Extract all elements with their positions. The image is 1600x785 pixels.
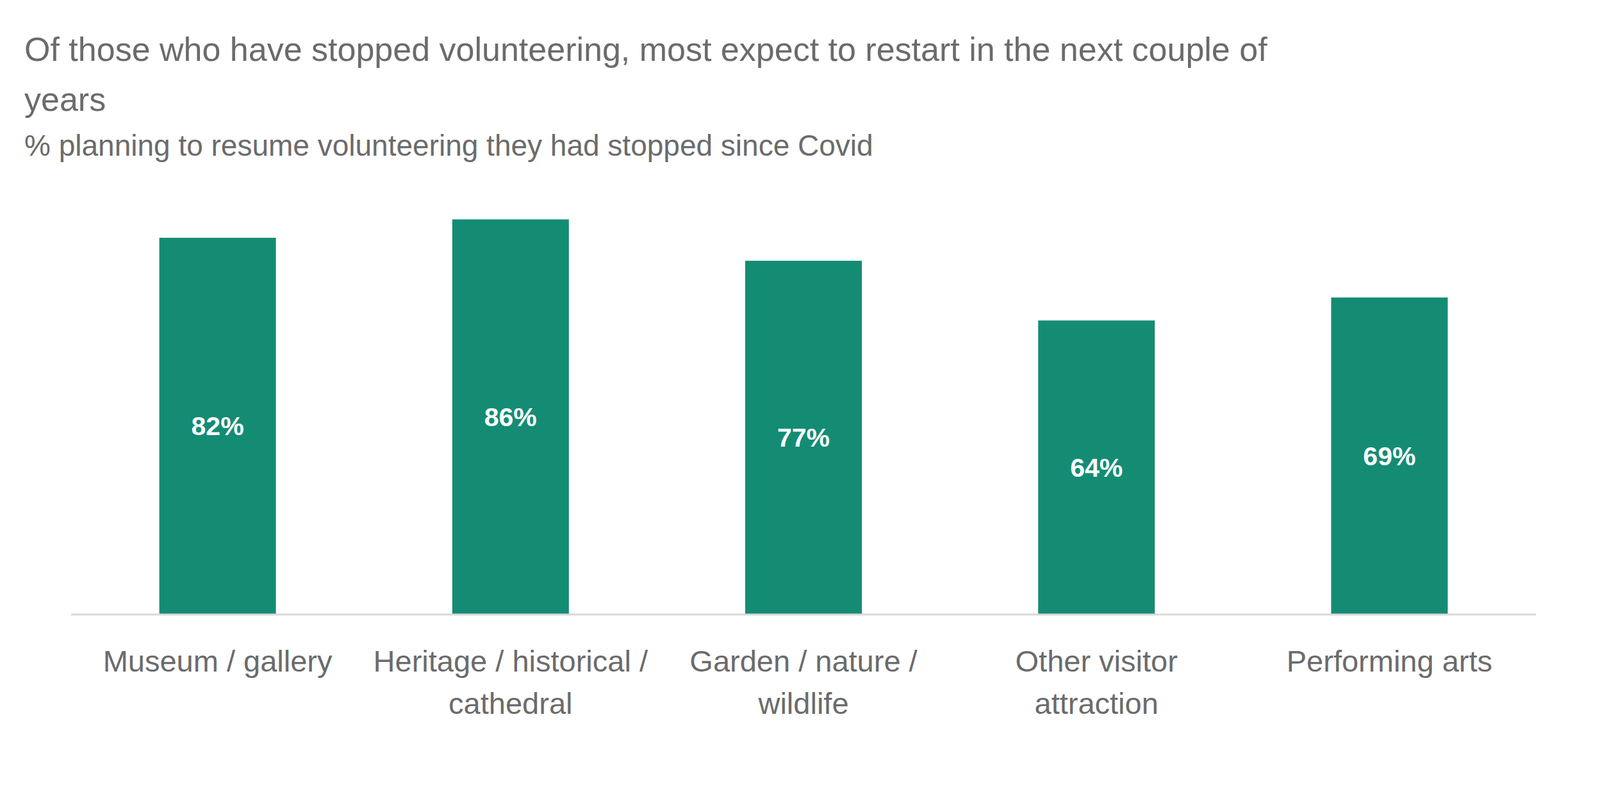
- bars: [159, 219, 1449, 615]
- bar: [745, 260, 862, 615]
- data-label: 86%: [484, 402, 537, 432]
- bar: [1330, 297, 1448, 615]
- category-label: Heritage / historical / cathedral: [366, 640, 655, 725]
- bar: [452, 219, 570, 615]
- title: Of those who have stopped volunteering, …: [24, 24, 1338, 125]
- data-label: 77%: [777, 422, 830, 453]
- data-label: 64%: [1070, 453, 1123, 483]
- data-label: 69%: [1362, 441, 1416, 471]
- bar: [1038, 320, 1155, 615]
- category-label: Museum / gallery: [73, 640, 363, 683]
- bar: [159, 237, 277, 615]
- category-label: Other visitor attraction: [952, 640, 1241, 725]
- subtitle: % planning to resume volunteering they h…: [24, 128, 874, 163]
- category-label: Garden / nature / wildlife: [659, 640, 948, 725]
- x-axis-line: [71, 613, 1536, 616]
- category-label: Performing arts: [1245, 640, 1534, 683]
- data-label: 82%: [191, 411, 245, 441]
